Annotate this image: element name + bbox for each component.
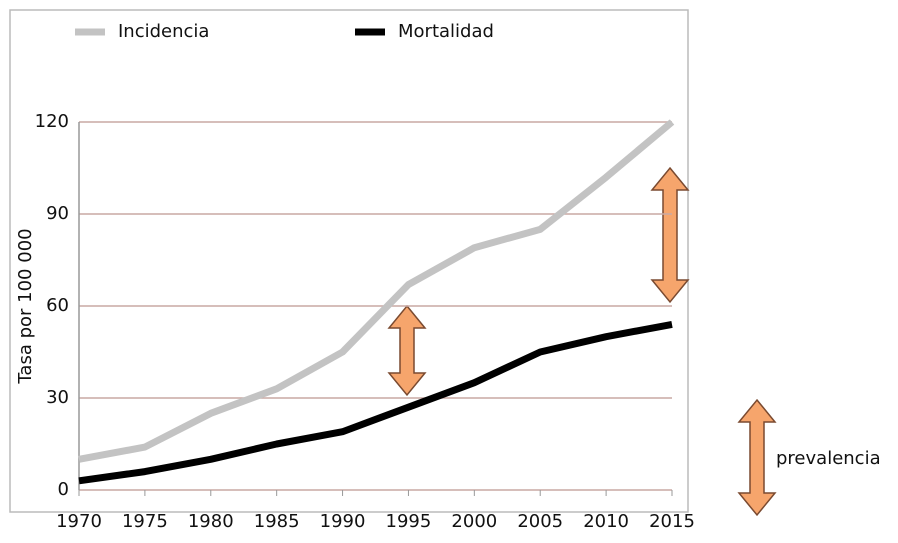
x-tick-label: 1975	[122, 511, 168, 532]
x-tick-label: 1985	[254, 511, 300, 532]
x-tick-label: 1990	[320, 511, 366, 532]
line-series	[78, 320, 673, 485]
double-arrow	[737, 398, 777, 517]
annotation: prevalencia	[776, 448, 881, 469]
y-tick-label: 60	[46, 295, 69, 316]
chart-frame	[9, 9, 689, 513]
y-tick-label: 0	[58, 479, 69, 500]
double-arrow	[650, 166, 690, 304]
y-tick-label: 30	[46, 387, 69, 408]
legend-label: Mortalidad	[398, 21, 494, 42]
x-tick-label: 2000	[451, 511, 497, 532]
arrows	[387, 166, 777, 517]
x-tick-label: 2010	[583, 511, 629, 532]
y-tick-label: 120	[35, 111, 69, 132]
double-arrow	[387, 304, 427, 397]
x-tick-label: 1970	[56, 511, 102, 532]
x-tick-label: 1980	[188, 511, 234, 532]
x-tick-label: 1995	[386, 511, 432, 532]
x-tick-label: 2005	[517, 511, 563, 532]
legend-label: Incidencia	[118, 21, 209, 42]
line-series	[78, 119, 675, 463]
y-tick-label: 90	[46, 203, 69, 224]
x-tick-label: 2015	[649, 511, 695, 532]
y-axis-label: Tasa por 100 000	[15, 228, 36, 384]
